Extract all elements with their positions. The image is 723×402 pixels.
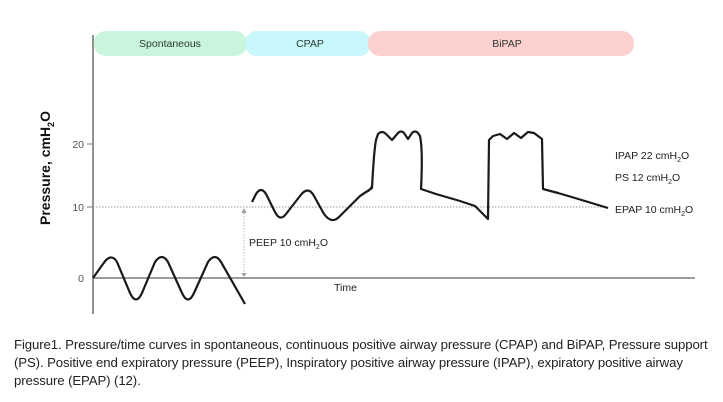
pressure-time-figure: Spontaneous CPAP BiPAP 20 10 0 Pressure,… [37,31,695,314]
phase-label-bipap: BiPAP [492,38,522,50]
x-axis-label: Time [334,282,357,294]
phase-bipap [368,31,634,56]
peep-arrow [241,208,247,277]
phase-cpap [245,31,371,56]
phase-label-cpap: CPAP [296,38,324,50]
phase-label-spontaneous: Spontaneous [139,38,201,50]
cpap-curve [251,185,374,222]
phase-spontaneous [94,31,247,56]
phase-bar: Spontaneous CPAP BiPAP [94,31,634,56]
bipap-curve [359,130,609,221]
y-tick-label-20: 20 [72,139,84,151]
spontaneous-curve [92,255,246,305]
y-axis-label: Pressure, cmH2O [37,111,56,225]
figure-caption: Figure1. Pressure/time curves in spontan… [14,337,708,388]
y-tick-label-10: 10 [72,202,84,214]
ipap-annotation: IPAP 22 cmH2O [615,150,689,164]
ps-annotation: PS 12 cmH2O [615,172,680,186]
peep-annotation: PEEP 10 cmH2O [249,237,328,251]
epap-annotation: EPAP 10 cmH2O [615,204,693,218]
y-tick-label-0: 0 [78,273,84,285]
